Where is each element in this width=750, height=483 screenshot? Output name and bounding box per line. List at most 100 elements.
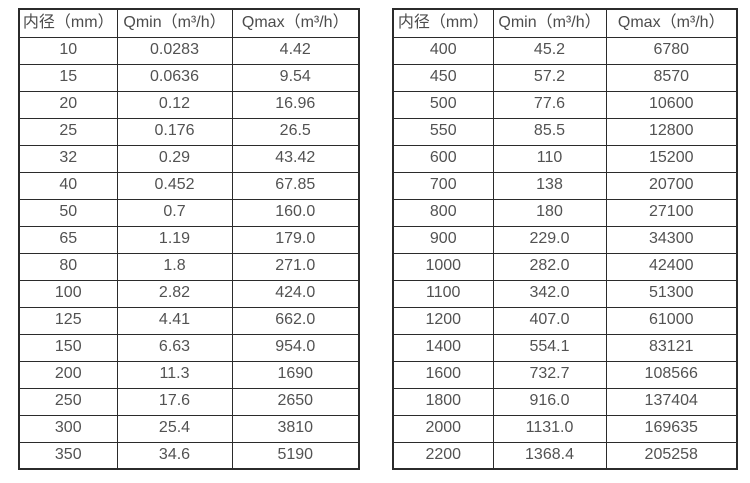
table-cell: 6780 xyxy=(605,36,738,65)
table-cell: 916.0 xyxy=(492,387,607,416)
flow-range-tables: 内径（mm） Qmin（m³/h） Qmax（m³/h） 10 0.0283 4.4… xyxy=(18,8,738,470)
table-cell: 2000 xyxy=(392,414,494,443)
table-row: 2200 1368.4 205258 xyxy=(392,441,738,470)
column-header-qmin: Qmin（m³/h） xyxy=(116,8,233,38)
table-row: 350 34.6 5190 xyxy=(18,441,360,470)
column-header-diameter: 内径（mm） xyxy=(18,8,118,38)
table-cell: 45.2 xyxy=(492,36,607,65)
table-cell: 20 xyxy=(18,90,118,119)
table-cell: 1400 xyxy=(392,333,494,362)
table-cell: 6.63 xyxy=(116,333,233,362)
table-cell: 67.85 xyxy=(231,171,360,200)
table-cell: 20700 xyxy=(605,171,738,200)
table-cell: 500 xyxy=(392,90,494,119)
header-row: 内径（mm） Qmin（m³/h） Qmax（m³/h） xyxy=(18,8,360,38)
table-row: 1000 282.0 42400 xyxy=(392,252,738,281)
table-cell: 0.29 xyxy=(116,144,233,173)
table-row: 300 25.4 3810 xyxy=(18,414,360,443)
table-cell: 9.54 xyxy=(231,63,360,92)
table-row: 1800 916.0 137404 xyxy=(392,387,738,416)
table-row: 800 180 27100 xyxy=(392,198,738,227)
table-cell: 11.3 xyxy=(116,360,233,389)
table-cell: 0.0283 xyxy=(116,36,233,65)
table-cell: 34.6 xyxy=(116,441,233,470)
table-cell: 600 xyxy=(392,144,494,173)
table-row: 1400 554.1 83121 xyxy=(392,333,738,362)
table-row: 100 2.82 424.0 xyxy=(18,279,360,308)
table-cell: 0.0636 xyxy=(116,63,233,92)
table-cell: 271.0 xyxy=(231,252,360,281)
table-row: 600 110 15200 xyxy=(392,144,738,173)
flow-table-large-diameters: 内径（mm） Qmin（m³/h） Qmax（m³/h） 400 45.2 6780… xyxy=(392,8,738,470)
table-cell: 1131.0 xyxy=(492,414,607,443)
table-row: 450 57.2 8570 xyxy=(392,63,738,92)
table-cell: 424.0 xyxy=(231,279,360,308)
table-cell: 10600 xyxy=(605,90,738,119)
table-cell: 0.452 xyxy=(116,171,233,200)
table-cell: 10 xyxy=(18,36,118,65)
table-cell: 150 xyxy=(18,333,118,362)
table-cell: 83121 xyxy=(605,333,738,362)
table-header-row-left: 内径（mm） Qmin（m³/h） Qmax（m³/h） xyxy=(18,8,360,38)
table-cell: 180 xyxy=(492,198,607,227)
table-cell: 342.0 xyxy=(492,279,607,308)
table-cell: 50 xyxy=(18,198,118,227)
table-cell: 80 xyxy=(18,252,118,281)
table-cell: 1600 xyxy=(392,360,494,389)
table-cell: 250 xyxy=(18,387,118,416)
table-cell: 282.0 xyxy=(492,252,607,281)
table-cell: 3810 xyxy=(231,414,360,443)
table-cell: 17.6 xyxy=(116,387,233,416)
table-row: 40 0.452 67.85 xyxy=(18,171,360,200)
table-row: 1100 342.0 51300 xyxy=(392,279,738,308)
table-row: 900 229.0 34300 xyxy=(392,225,738,254)
table-row: 250 17.6 2650 xyxy=(18,387,360,416)
table-cell: 1.19 xyxy=(116,225,233,254)
table-cell: 42400 xyxy=(605,252,738,281)
table-cell: 0.7 xyxy=(116,198,233,227)
column-header-qmax: Qmax（m³/h） xyxy=(605,8,738,38)
table-cell: 450 xyxy=(392,63,494,92)
table-cell: 15 xyxy=(18,63,118,92)
table-cell: 138 xyxy=(492,171,607,200)
table-row: 500 77.6 10600 xyxy=(392,90,738,119)
table-cell: 15200 xyxy=(605,144,738,173)
table-cell: 2.82 xyxy=(116,279,233,308)
table-cell: 26.5 xyxy=(231,117,360,146)
table-body-right: 400 45.2 6780 450 57.2 8570 500 77.6 10600 550 85.… xyxy=(392,36,738,470)
table-cell: 550 xyxy=(392,117,494,146)
column-header-qmax: Qmax（m³/h） xyxy=(231,8,360,38)
table-cell: 137404 xyxy=(605,387,738,416)
table-cell: 77.6 xyxy=(492,90,607,119)
table-cell: 100 xyxy=(18,279,118,308)
table-cell: 732.7 xyxy=(492,360,607,389)
table-cell: 12800 xyxy=(605,117,738,146)
table-body-left: 10 0.0283 4.42 15 0.0636 9.54 20 0.12 16.96 25 0.1… xyxy=(18,36,360,470)
table-row: 200 11.3 1690 xyxy=(18,360,360,389)
table-cell: 160.0 xyxy=(231,198,360,227)
table-cell: 407.0 xyxy=(492,306,607,335)
table-cell: 700 xyxy=(392,171,494,200)
table-cell: 1690 xyxy=(231,360,360,389)
table-cell: 108566 xyxy=(605,360,738,389)
table-cell: 51300 xyxy=(605,279,738,308)
table-cell: 25 xyxy=(18,117,118,146)
table-row: 80 1.8 271.0 xyxy=(18,252,360,281)
table-row: 700 138 20700 xyxy=(392,171,738,200)
table-row: 25 0.176 26.5 xyxy=(18,117,360,146)
table-row: 125 4.41 662.0 xyxy=(18,306,360,335)
table-row: 15 0.0636 9.54 xyxy=(18,63,360,92)
table-cell: 1100 xyxy=(392,279,494,308)
table-cell: 16.96 xyxy=(231,90,360,119)
table-cell: 0.176 xyxy=(116,117,233,146)
table-cell: 110 xyxy=(492,144,607,173)
table-cell: 8570 xyxy=(605,63,738,92)
table-row: 550 85.5 12800 xyxy=(392,117,738,146)
column-header-qmin: Qmin（m³/h） xyxy=(492,8,607,38)
table-cell: 4.42 xyxy=(231,36,360,65)
table-cell: 800 xyxy=(392,198,494,227)
table-cell: 1368.4 xyxy=(492,441,607,470)
table-cell: 65 xyxy=(18,225,118,254)
table-cell: 200 xyxy=(18,360,118,389)
table-cell: 900 xyxy=(392,225,494,254)
